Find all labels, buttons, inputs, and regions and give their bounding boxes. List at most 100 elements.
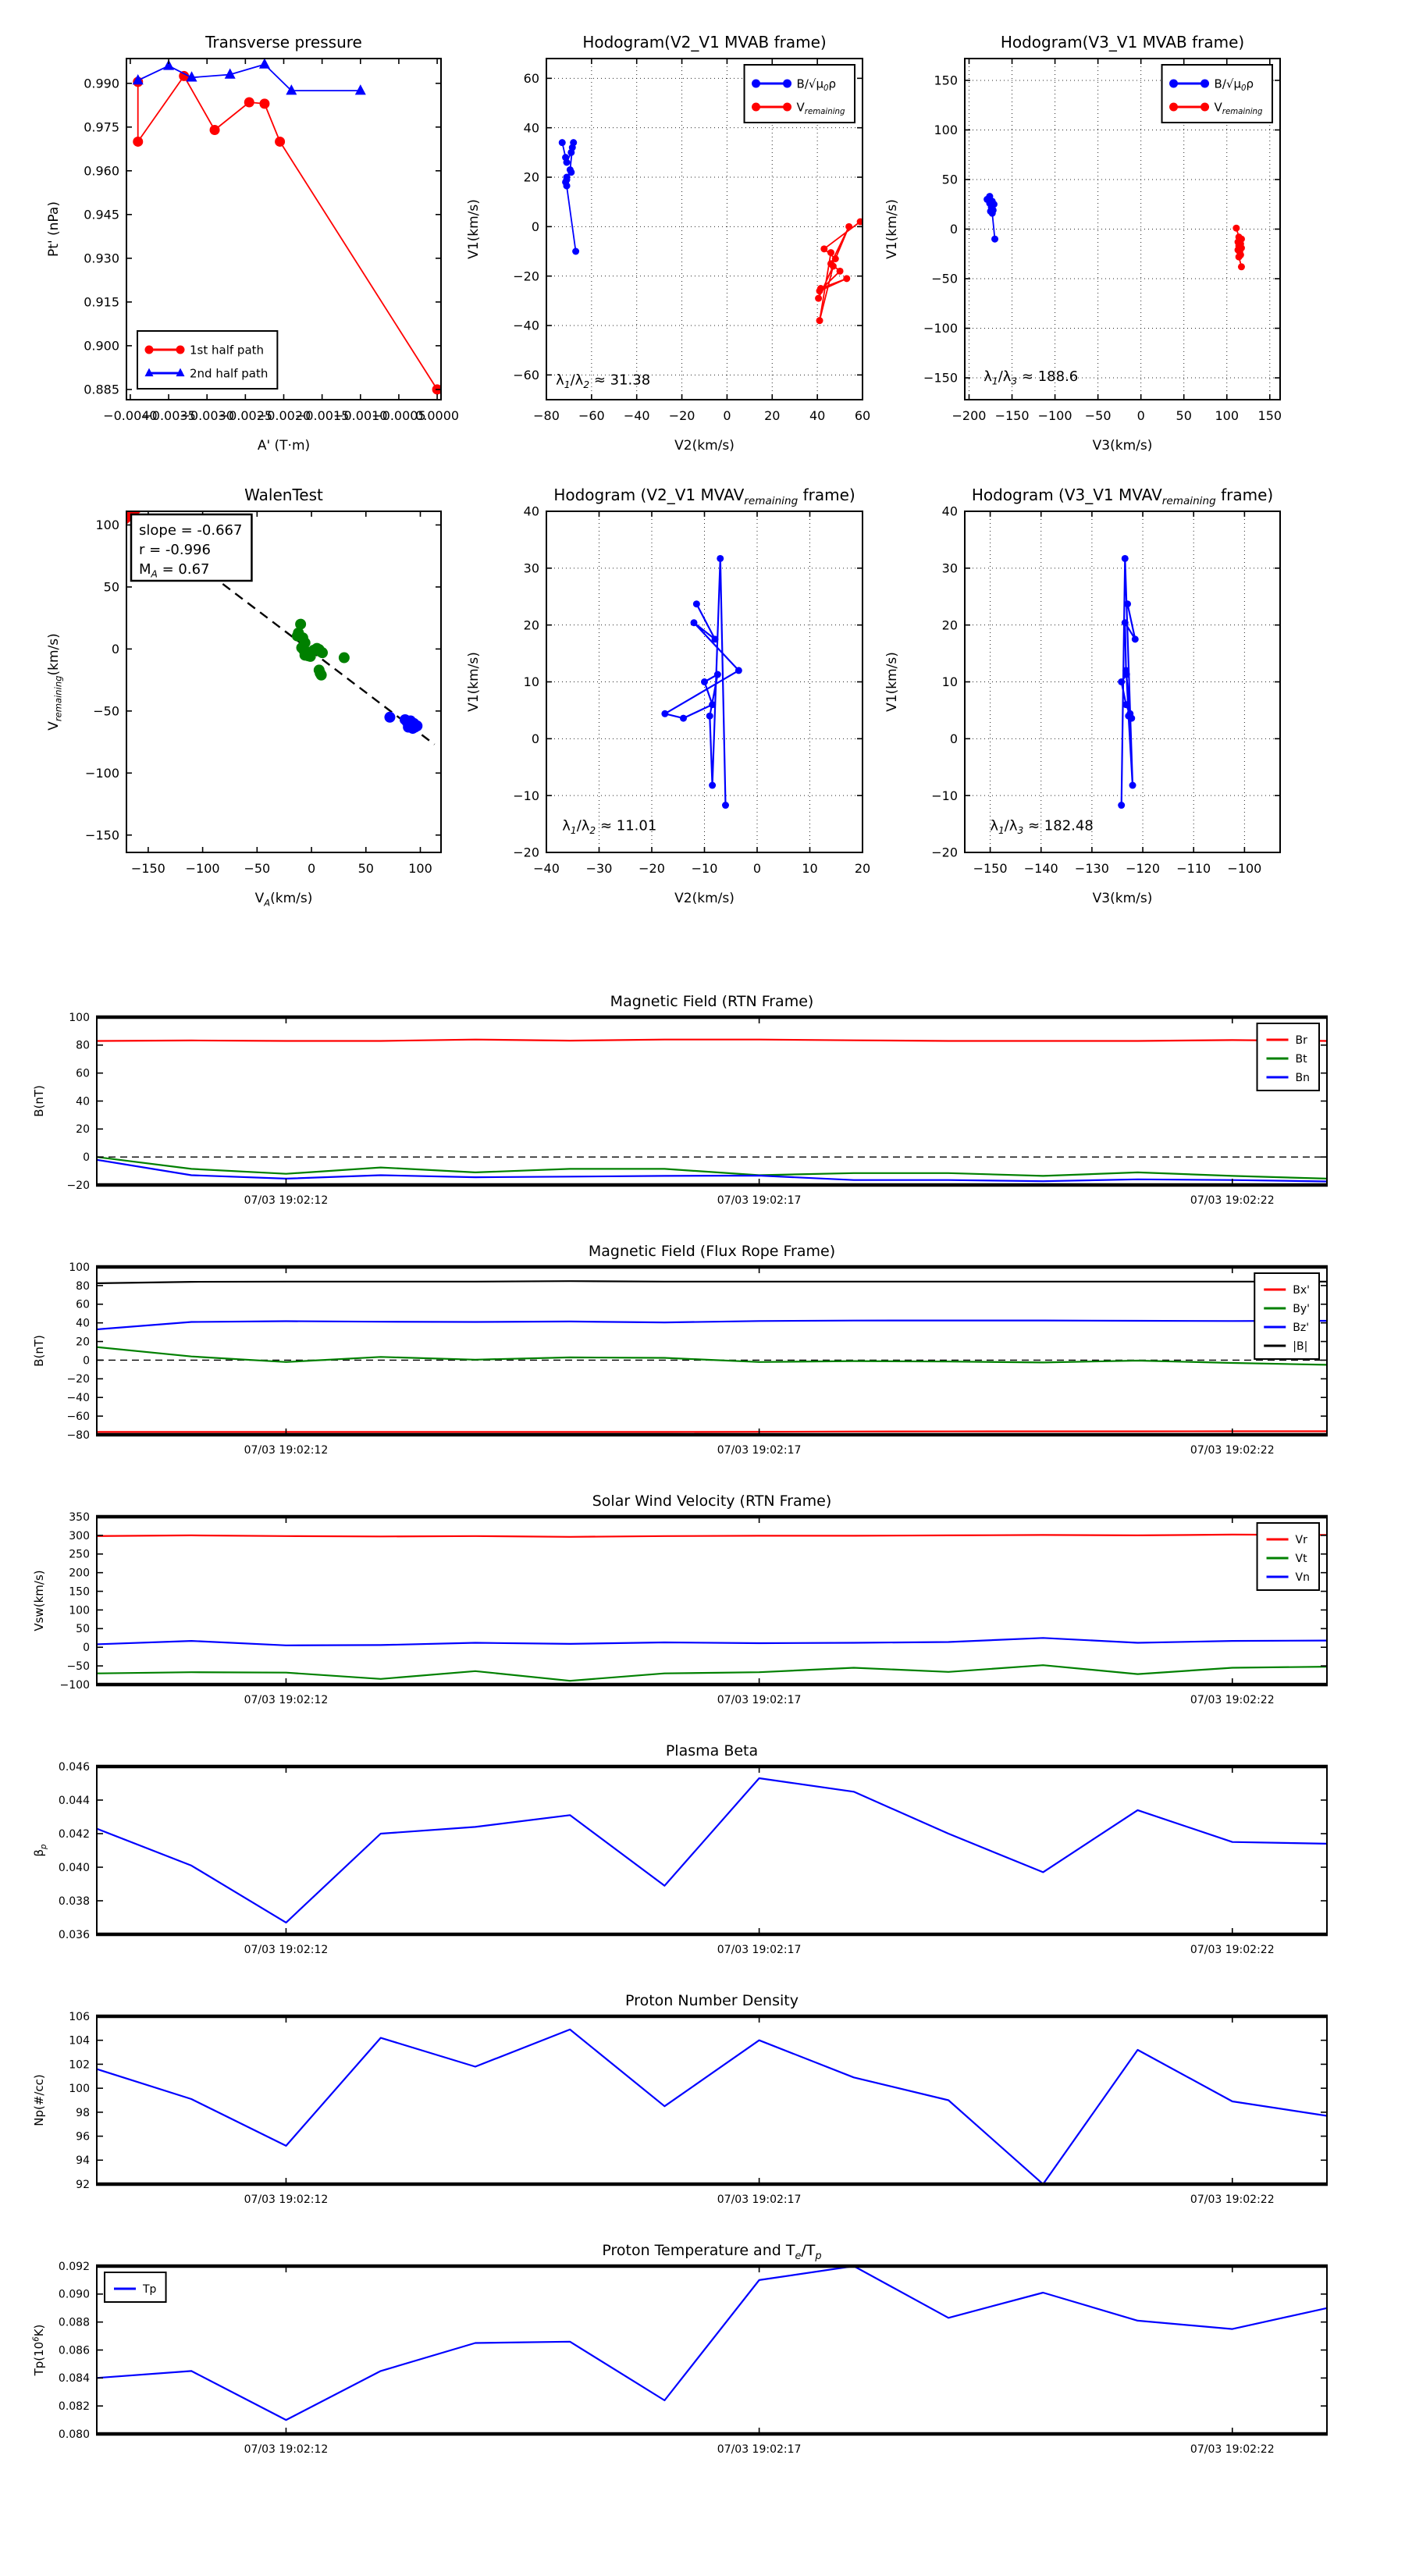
legend-label: Br	[1296, 1034, 1308, 1047]
legend: B/√μ0ρ Vremaining	[1161, 64, 1273, 123]
y-tick-label: 60	[524, 71, 539, 86]
y-tick-label: −80	[66, 1429, 90, 1442]
x-tick-label: −150	[131, 861, 165, 876]
x-tick-label: −40	[624, 408, 650, 423]
series-Vn	[96, 1637, 1328, 1646]
y-tick-label: 50	[104, 580, 119, 595]
y-tick-label: −60	[66, 1411, 90, 1423]
legend-label: Vt	[1296, 1553, 1308, 1565]
chart-title: Plasma Beta	[666, 1742, 758, 1759]
y-tick-label: 0	[950, 731, 958, 746]
chart-title: Hodogram(V2_V1 MVAB frame)	[582, 33, 826, 52]
legend: Tp	[104, 2272, 167, 2303]
series-Bn	[96, 1158, 1328, 1183]
x-tick-label: 40	[809, 408, 825, 423]
axis-ticks: 07/03 19:02:12 07/03 19:02:17 07/03 19:02:…	[69, 2011, 1327, 2206]
data-point	[1122, 671, 1130, 678]
data-point	[354, 84, 366, 95]
data-point	[709, 781, 717, 789]
markers-V path	[1118, 554, 1139, 809]
y-tick-label: −20	[513, 269, 539, 283]
data-point	[856, 218, 863, 226]
y-tick-label: 0.915	[84, 294, 119, 309]
markers-second-half	[384, 711, 423, 735]
data-point	[829, 262, 837, 270]
legend-label: Bz'	[1293, 1322, 1309, 1334]
series-group	[132, 58, 442, 395]
y-tick-label: 50	[942, 173, 958, 187]
data-point	[1125, 712, 1133, 720]
y-tick-label: 0.044	[59, 1795, 90, 1807]
y-tick-label: 0.092	[59, 2261, 90, 2273]
y-tick-label: 0	[83, 1642, 90, 1654]
y-tick-label: 20	[76, 1336, 90, 1348]
legend-label: Bn	[1296, 1072, 1310, 1084]
axis-ticks: 07/03 19:02:12 07/03 19:02:17 07/03 19:02:…	[66, 1261, 1327, 1457]
x-tick-label: 07/03 19:02:22	[1190, 2443, 1275, 2456]
legend-label: |B|	[1293, 1340, 1307, 1353]
axis-ticks: 07/03 19:02:12 07/03 19:02:17 07/03 19:02:…	[60, 1511, 1327, 1706]
x-tick-label: 07/03 19:02:22	[1190, 2194, 1275, 2206]
stats-line: r = -0.996	[139, 542, 211, 558]
x-tick-label: 07/03 19:02:17	[717, 1694, 802, 1706]
data-point	[709, 701, 717, 709]
y-tick-label: −20	[513, 845, 539, 860]
x-tick-label: 07/03 19:02:17	[717, 2443, 802, 2456]
data-point	[558, 139, 566, 147]
x-axis-label: V2(km/s)	[674, 438, 735, 454]
y-tick-label: 30	[942, 560, 958, 575]
plot-walen: −150 −100 −50 0 50 100 −150 −100 −50 0 50 100 WalenT…	[46, 486, 442, 908]
data-point	[752, 79, 761, 88]
axis-ticks: −150 −100 −50 0 50 100 −150 −100 −50 0 50 100	[85, 511, 441, 876]
x-tick-label: −0.0035	[141, 408, 195, 423]
y-axis-label: V1(km/s)	[466, 652, 482, 712]
data-point	[275, 136, 286, 147]
x-tick-label: 100	[1215, 408, 1239, 423]
y-axis-label: B(nT)	[32, 1085, 46, 1117]
data-point	[563, 158, 571, 166]
data-point	[286, 84, 297, 95]
data-point	[690, 619, 698, 627]
series-fit	[209, 574, 436, 745]
chart-transverse-pressure: −0.0040 −0.0035 −0.0030 −0.0025 −0.0020 −0.00…	[41, 20, 459, 464]
series-group	[558, 139, 863, 325]
y-tick-label: 0	[83, 1151, 90, 1164]
data-point	[680, 714, 687, 722]
legend-label: Vremaining	[1215, 100, 1263, 116]
y-tick-label: 0.090	[59, 2289, 90, 2301]
x-axis-label: V3(km/s)	[1093, 891, 1153, 906]
y-tick-label: 20	[76, 1123, 90, 1136]
y-tick-label: 20	[524, 617, 539, 632]
chart-hodogram-v3v1-mvab: −200 −150 −100 −50 0 50 100 150 −150 −100 −50 0 50 10…	[879, 20, 1294, 464]
data-point	[820, 245, 828, 253]
legend-label: Vremaining	[797, 100, 845, 116]
data-point	[567, 169, 575, 176]
data-point	[836, 267, 844, 275]
x-tick-label: 07/03 19:02:12	[244, 2443, 329, 2456]
y-tick-label: 150	[934, 73, 958, 88]
series-group	[96, 1533, 1328, 1682]
series-|B|	[96, 1280, 1327, 1284]
y-tick-label: 0.036	[59, 1929, 90, 1941]
y-axis-label: V1(km/s)	[466, 199, 482, 259]
data-point	[338, 652, 350, 664]
markers-B/sqrt(mu0 rho)	[558, 139, 580, 255]
y-tick-label: 0.084	[59, 2372, 90, 2385]
x-tick-label: 07/03 19:02:22	[1190, 1194, 1275, 1207]
y-axis-label: B(nT)	[32, 1335, 46, 1367]
y-tick-label: 40	[76, 1095, 90, 1108]
y-tick-label: −20	[931, 845, 958, 860]
data-point	[1169, 102, 1179, 112]
data-point	[1118, 678, 1126, 685]
chart-solar-wind-velocity: 07/03 19:02:12 07/03 19:02:17 07/03 19:02:…	[30, 1487, 1343, 1725]
y-tick-label: 30	[524, 560, 539, 575]
data-point	[295, 618, 307, 630]
y-tick-label: 0.042	[59, 1828, 90, 1841]
series-group	[661, 554, 742, 809]
chart-walen-test: −150 −100 −50 0 50 100 −150 −100 −50 0 50 100 WalenT…	[41, 472, 455, 916]
data-point	[1200, 102, 1210, 112]
series-Bt	[96, 1156, 1328, 1179]
x-tick-label: −0.0015	[295, 408, 349, 423]
chart-magnetic-field-fluxrope: 07/03 19:02:12 07/03 19:02:17 07/03 19:02:…	[30, 1237, 1343, 1475]
